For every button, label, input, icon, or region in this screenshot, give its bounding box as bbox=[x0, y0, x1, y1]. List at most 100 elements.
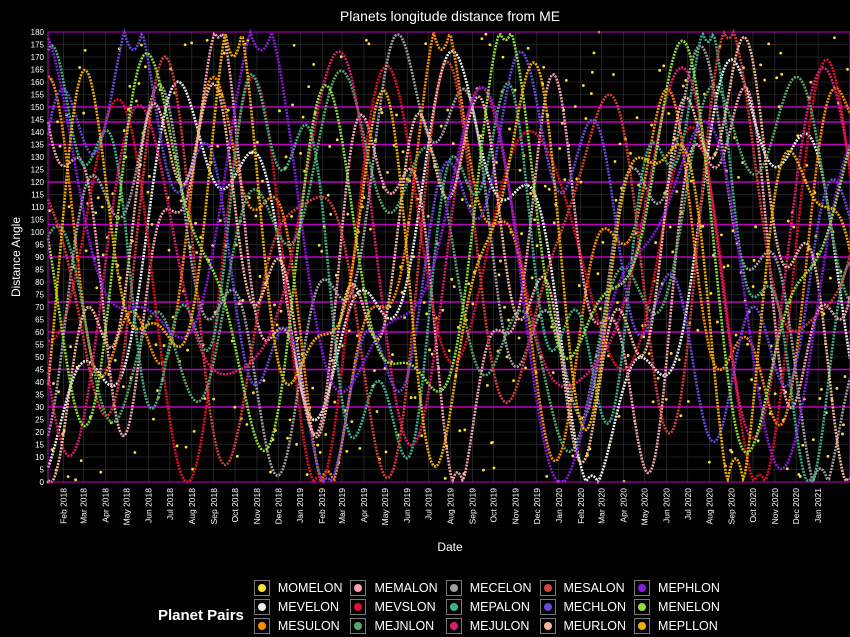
data-point bbox=[195, 251, 199, 254]
data-point bbox=[826, 454, 830, 458]
data-point bbox=[467, 282, 471, 286]
data-point bbox=[333, 400, 337, 404]
legend-label: MENELON bbox=[658, 599, 720, 614]
data-point bbox=[422, 301, 426, 304]
data-point bbox=[613, 160, 617, 163]
data-point bbox=[291, 103, 294, 107]
data-point bbox=[447, 349, 451, 353]
data-point bbox=[614, 198, 618, 202]
data-point bbox=[318, 451, 322, 454]
legend-swatch bbox=[539, 579, 556, 596]
data-point bbox=[446, 108, 450, 112]
x-tick-label: Apr 2019 bbox=[359, 488, 369, 523]
data-point bbox=[52, 382, 55, 385]
data-point bbox=[584, 117, 588, 120]
data-point bbox=[78, 66, 82, 69]
y-tick-label: 5 bbox=[40, 466, 45, 475]
y-tick-label: 90 bbox=[35, 253, 44, 262]
y-tick-label: 150 bbox=[31, 103, 45, 112]
y-tick-label: 140 bbox=[31, 128, 45, 137]
data-point bbox=[420, 434, 424, 438]
x-tick-label: Jan 2021 bbox=[813, 488, 823, 523]
data-point bbox=[175, 444, 179, 448]
y-tick-label: 60 bbox=[35, 328, 44, 337]
x-tick-label: Oct 2018 bbox=[230, 488, 240, 523]
data-point bbox=[750, 378, 753, 382]
series-mecelon bbox=[46, 33, 850, 482]
data-point bbox=[520, 232, 523, 236]
data-point bbox=[573, 105, 577, 108]
data-point bbox=[701, 224, 705, 228]
legend-item-meurlon: MEURLON bbox=[539, 616, 626, 635]
y-tick-label: 25 bbox=[35, 416, 44, 425]
y-tick-label: 170 bbox=[31, 53, 45, 62]
legend-swatch bbox=[253, 598, 270, 615]
data-point bbox=[529, 192, 533, 195]
data-point bbox=[346, 212, 350, 216]
data-point bbox=[373, 369, 376, 372]
data-point bbox=[518, 168, 522, 172]
y-tick-label: 125 bbox=[31, 166, 45, 175]
data-point bbox=[279, 309, 283, 313]
legend-item-mephlon: MEPHLON bbox=[634, 578, 720, 597]
data-point bbox=[335, 138, 339, 142]
x-tick-label: Feb 2019 bbox=[317, 488, 327, 524]
x-tick-label: Nov 2020 bbox=[770, 488, 780, 525]
y-tick-label: 40 bbox=[35, 378, 44, 387]
data-point bbox=[590, 92, 593, 95]
data-point bbox=[677, 358, 681, 362]
legend-swatch bbox=[253, 579, 270, 596]
data-point bbox=[805, 163, 809, 167]
data-point bbox=[571, 454, 575, 458]
data-point bbox=[796, 134, 800, 138]
data-point bbox=[345, 449, 349, 453]
data-point bbox=[545, 474, 549, 478]
legend-label: MESULON bbox=[277, 618, 340, 633]
data-point bbox=[301, 115, 305, 119]
data-point bbox=[252, 391, 255, 395]
y-tick-label: 70 bbox=[35, 303, 44, 312]
data-point bbox=[441, 308, 445, 312]
legend-item-mepllon: MEPLLON bbox=[634, 616, 720, 635]
data-point bbox=[777, 105, 781, 109]
data-point bbox=[375, 410, 379, 413]
data-point bbox=[547, 187, 551, 191]
data-point bbox=[679, 414, 683, 418]
data-point bbox=[513, 88, 517, 92]
data-point bbox=[262, 379, 266, 382]
x-tick-label: Oct 2019 bbox=[489, 488, 499, 523]
legend-swatch bbox=[539, 598, 556, 615]
x-tick-label: Nov 2018 bbox=[252, 488, 262, 525]
x-tick-label: Oct 2020 bbox=[748, 488, 758, 523]
data-point bbox=[184, 445, 188, 449]
y-tick-label: 175 bbox=[31, 41, 45, 50]
data-point bbox=[637, 183, 640, 187]
data-point bbox=[656, 376, 660, 380]
data-point bbox=[773, 392, 777, 396]
data-point bbox=[311, 386, 315, 390]
data-point bbox=[675, 190, 679, 193]
data-point bbox=[763, 78, 767, 82]
data-point bbox=[707, 460, 711, 464]
y-tick-label: 160 bbox=[31, 78, 45, 87]
data-point bbox=[507, 318, 510, 322]
data-point bbox=[618, 142, 622, 146]
data-point bbox=[386, 170, 389, 174]
data-point bbox=[785, 467, 789, 471]
data-point bbox=[490, 441, 493, 445]
legend-swatch bbox=[253, 617, 270, 634]
y-tick-label: 55 bbox=[35, 341, 44, 350]
data-point bbox=[140, 43, 143, 47]
x-tick-label: Dec 2020 bbox=[791, 488, 801, 525]
data-point bbox=[486, 383, 489, 387]
data-point bbox=[328, 145, 332, 148]
data-point bbox=[305, 473, 309, 476]
data-point bbox=[137, 82, 141, 85]
y-tick-label: 155 bbox=[31, 91, 45, 100]
data-point bbox=[833, 36, 836, 40]
y-tick-label: 145 bbox=[31, 116, 45, 125]
data-point bbox=[671, 250, 675, 254]
legend-item-mevelon: MEVELON bbox=[253, 597, 343, 616]
data-point bbox=[392, 144, 396, 147]
data-point bbox=[79, 459, 83, 463]
